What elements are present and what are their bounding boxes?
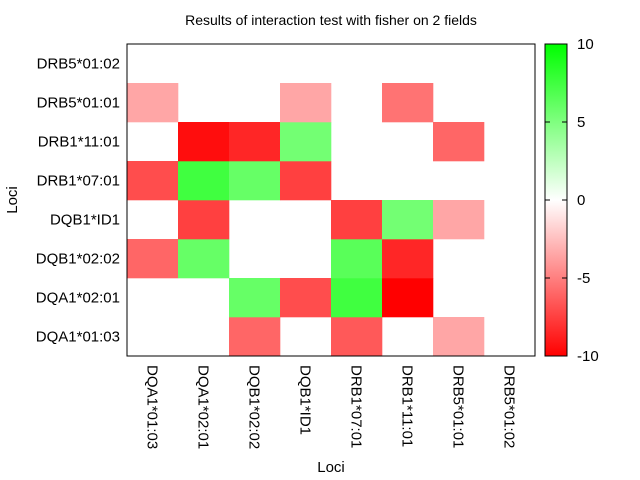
heatmap-cell <box>382 239 434 279</box>
heatmap-cell <box>178 239 230 279</box>
colorbar-tick-label: -5 <box>577 270 590 287</box>
chart-title: Results of interaction test with fisher … <box>185 12 477 28</box>
colorbar-tick-label: 10 <box>577 36 594 53</box>
x-axis-label: Loci <box>317 459 345 476</box>
plot-border <box>126 43 536 357</box>
heatmap-cell <box>127 239 179 279</box>
heatmap-cell <box>229 278 281 318</box>
heatmap-cell <box>331 317 383 357</box>
y-tick-label: DRB5*01:01 <box>37 95 120 112</box>
heatmap-cell <box>229 161 281 201</box>
heatmap-cell <box>229 317 281 357</box>
y-tick-label: DQA1*01:03 <box>36 329 120 346</box>
heatmap-cell <box>178 200 230 240</box>
colorbar-tick-label: 0 <box>577 192 585 209</box>
heatmap-cell <box>433 122 485 162</box>
y-tick-label: DRB1*07:01 <box>37 173 120 190</box>
heatmap-cell <box>127 161 179 201</box>
y-tick-label: DRB5*01:02 <box>37 56 120 73</box>
y-axis-label: Loci <box>4 186 21 214</box>
heatmap-cells <box>127 83 485 357</box>
heatmap-cell <box>178 122 230 162</box>
heatmap-cell <box>382 200 434 240</box>
x-tick-label: DRB1*07:01 <box>348 365 365 448</box>
y-tick-labels: DQA1*01:03 DQA1*02:01 DQB1*02:02 DQB1*ID1 DR… <box>36 56 120 346</box>
x-tick-label: DQA1*02:01 <box>195 365 212 449</box>
heatmap-cell <box>382 83 434 123</box>
heatmap-cell <box>331 200 383 240</box>
colorbar-tick-label: 5 <box>577 114 585 131</box>
heatmap-cell <box>127 83 179 123</box>
x-tick-label: DRB5*01:01 <box>450 365 467 448</box>
heatmap-cell <box>280 278 332 318</box>
x-tick-label: DRB1*11:01 <box>399 365 416 447</box>
x-tick-labels: DQA1*01:03 DQA1*02:01 DQB1*02:02 DQB1*ID1 DR… <box>144 365 518 449</box>
heatmap-cell <box>433 317 485 357</box>
y-tick-label: DQB1*02:02 <box>36 251 120 268</box>
heatmap-cell <box>280 83 332 123</box>
heatmap-cell <box>229 122 281 162</box>
heatmap-cell <box>331 239 383 279</box>
colorbar-tick-label: -10 <box>577 348 599 365</box>
y-tick-label: DRB1*11:01 <box>38 134 120 151</box>
heatmap-cell <box>433 200 485 240</box>
x-tick-label: DQB1*ID1 <box>297 365 314 435</box>
heatmap-cell <box>382 278 434 318</box>
heatmap-cell <box>280 161 332 201</box>
colorbar-ticks: 10 5 0 -5 -10 <box>545 36 599 365</box>
x-tick-label: DQB1*02:02 <box>246 365 263 449</box>
heatmap-cell <box>331 278 383 318</box>
y-tick-label: DQB1*ID1 <box>50 212 120 229</box>
heatmap-cell <box>178 161 230 201</box>
heatmap-cell <box>280 122 332 162</box>
x-tick-label: DRB5*01:02 <box>501 365 518 448</box>
x-tick-label: DQA1*01:03 <box>144 365 161 449</box>
y-tick-label: DQA1*02:01 <box>36 290 120 307</box>
